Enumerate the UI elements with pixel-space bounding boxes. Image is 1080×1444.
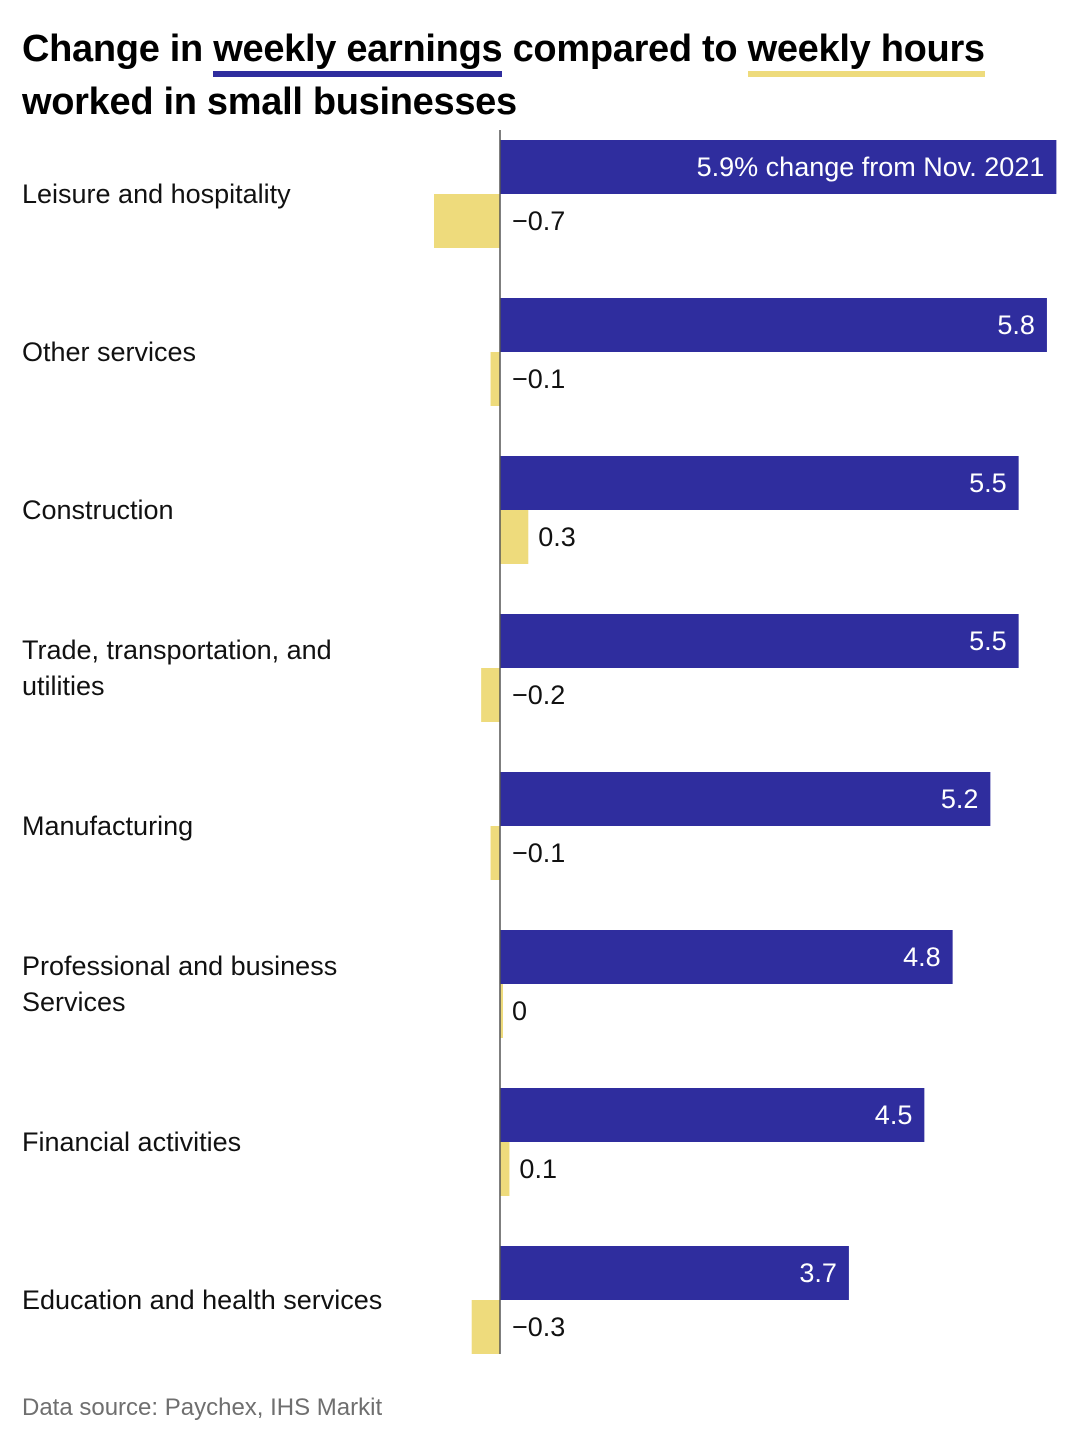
- earnings-bar: [500, 614, 1019, 668]
- hours-value-label: −0.1: [512, 364, 565, 394]
- title-highlight-earnings: weekly earnings: [213, 29, 503, 77]
- earnings-value-label: 5.2: [941, 784, 979, 814]
- hours-value-label: 0.1: [519, 1154, 557, 1184]
- hours-bar: [433, 194, 500, 248]
- earnings-value-label: 3.7: [799, 1258, 837, 1288]
- hours-value-label: 0.3: [538, 522, 576, 552]
- hours-bar: [490, 352, 500, 406]
- category-label: Leisure and hospitality: [22, 179, 291, 209]
- hours-bar: [500, 984, 503, 1038]
- chart-title: Change in weekly earnings compared to we…: [22, 24, 1072, 127]
- category-label: Construction: [22, 495, 174, 525]
- hours-value-label: −0.3: [512, 1312, 565, 1342]
- hours-value-label: 0: [512, 996, 527, 1026]
- title-text-2: compared to: [502, 28, 748, 70]
- earnings-bar: [500, 298, 1047, 352]
- hours-bar: [500, 1142, 510, 1196]
- category-label: Manufacturing: [22, 811, 193, 841]
- category-label: Professional and business Services: [22, 951, 337, 1017]
- earnings-bar: [500, 456, 1019, 510]
- hours-value-label: −0.2: [512, 680, 565, 710]
- earnings-value-label: 5.9% change from Nov. 2021: [697, 152, 1045, 182]
- earnings-value-label: 5.8: [997, 310, 1035, 340]
- earnings-bar: [500, 930, 953, 984]
- category-label: Other services: [22, 337, 196, 367]
- hours-bar: [481, 668, 500, 722]
- earnings-bar: [500, 1246, 849, 1300]
- category-label: Trade, transportation, and utilities: [22, 635, 332, 701]
- category-label: Financial activities: [22, 1127, 241, 1157]
- hours-value-label: −0.7: [512, 206, 565, 236]
- bar-chart: Leisure and hospitality 5.9% change from …: [22, 130, 1057, 1354]
- earnings-bar: [500, 772, 991, 826]
- category-label: Education and health services: [22, 1285, 382, 1315]
- earnings-value-label: 4.8: [903, 942, 941, 972]
- earnings-value-label: 5.5: [969, 626, 1007, 656]
- earnings-value-label: 5.5: [969, 468, 1007, 498]
- title-text-3: worked in small businesses: [22, 81, 517, 123]
- earnings-bar: [500, 140, 1057, 194]
- hours-bar: [471, 1300, 500, 1354]
- hours-bar: [490, 826, 500, 880]
- earnings-bar: [500, 1088, 925, 1142]
- title-highlight-hours: weekly hours: [747, 29, 985, 77]
- title-text-1: Change in: [22, 28, 214, 70]
- hours-value-label: −0.1: [512, 838, 565, 868]
- hours-bar: [500, 510, 529, 564]
- data-source: Data source: Paychex, IHS Markit: [22, 1394, 383, 1421]
- earnings-value-label: 4.5: [875, 1100, 913, 1130]
